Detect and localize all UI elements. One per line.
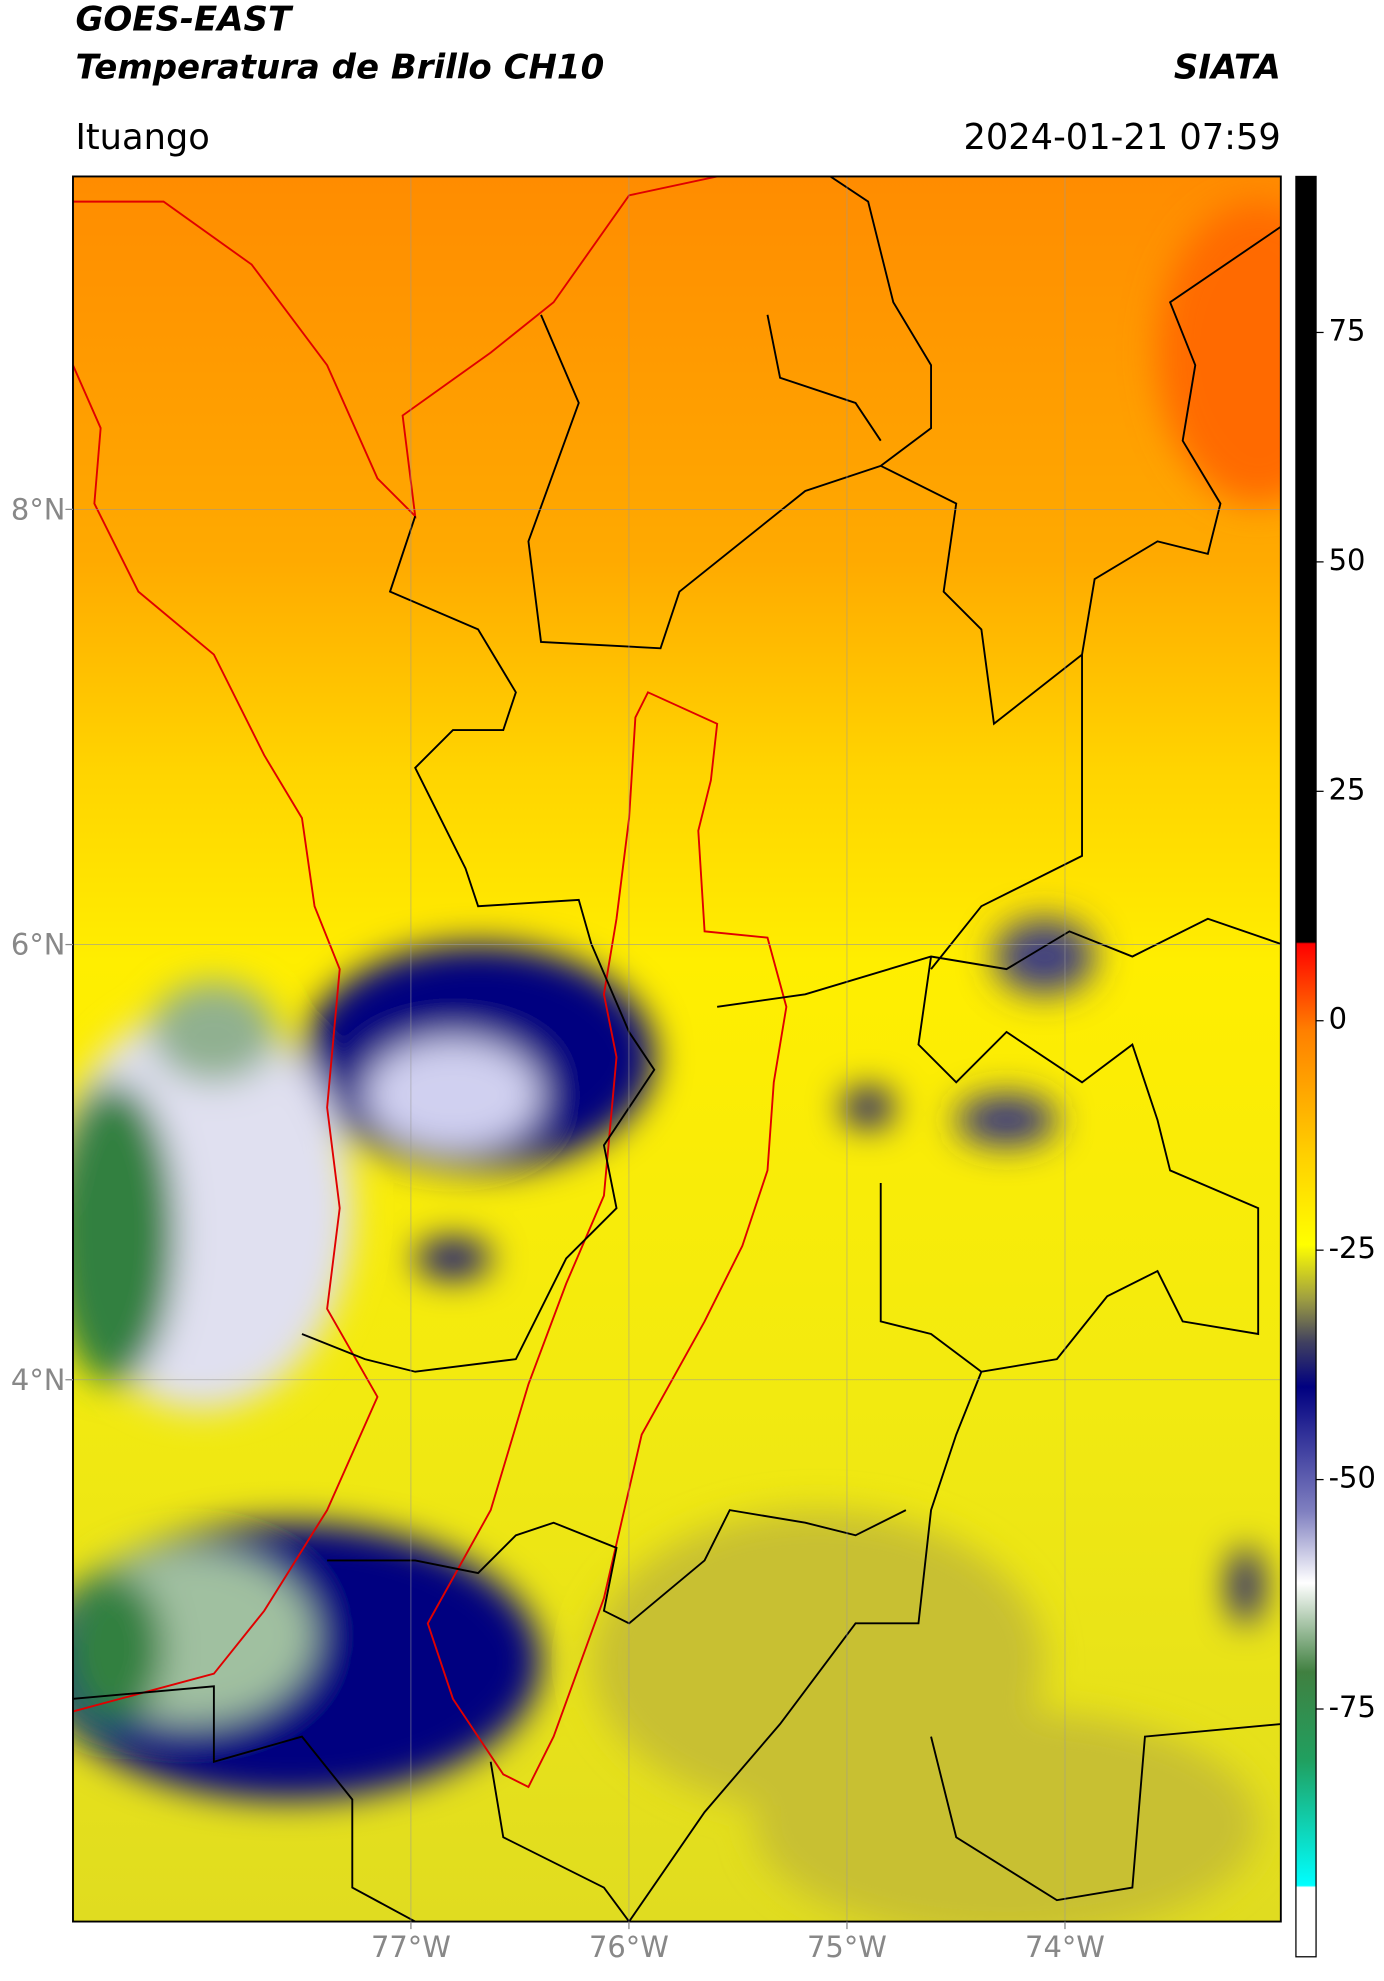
datetime: 2024-01-21 07:59 [963, 117, 1280, 158]
x-tick-label: 76°W [589, 1930, 669, 1964]
colorbar-tick-label: 0 [1329, 1002, 1347, 1036]
colorbar-tick-label: 25 [1329, 772, 1366, 806]
colorbar-tick-label: 50 [1329, 543, 1366, 577]
y-tick-label: 6°N [11, 928, 66, 962]
x-tick-label: 75°W [807, 1930, 887, 1964]
map-image [72, 176, 1281, 1922]
colorbar-tick-label: -75 [1329, 1690, 1376, 1724]
colorbar [1295, 175, 1317, 1958]
subtitle: Temperatura de Brillo CH10 [75, 47, 604, 87]
region: Ituango [75, 117, 209, 158]
source: SIATA [1174, 47, 1281, 87]
colorbar-tick-label: -25 [1329, 1231, 1376, 1265]
y-tick-label: 8°N [11, 492, 66, 526]
colorbar-tick-label: 75 [1329, 313, 1366, 347]
grid [72, 176, 1281, 1922]
colorbar-tick-label: -50 [1329, 1461, 1376, 1495]
y-tick-label: 4°N [11, 1363, 66, 1397]
title: GOES-EAST [75, 0, 293, 40]
map-frame [72, 175, 1282, 1923]
x-tick-label: 74°W [1025, 1930, 1105, 1964]
x-tick-label: 77°W [371, 1930, 451, 1964]
